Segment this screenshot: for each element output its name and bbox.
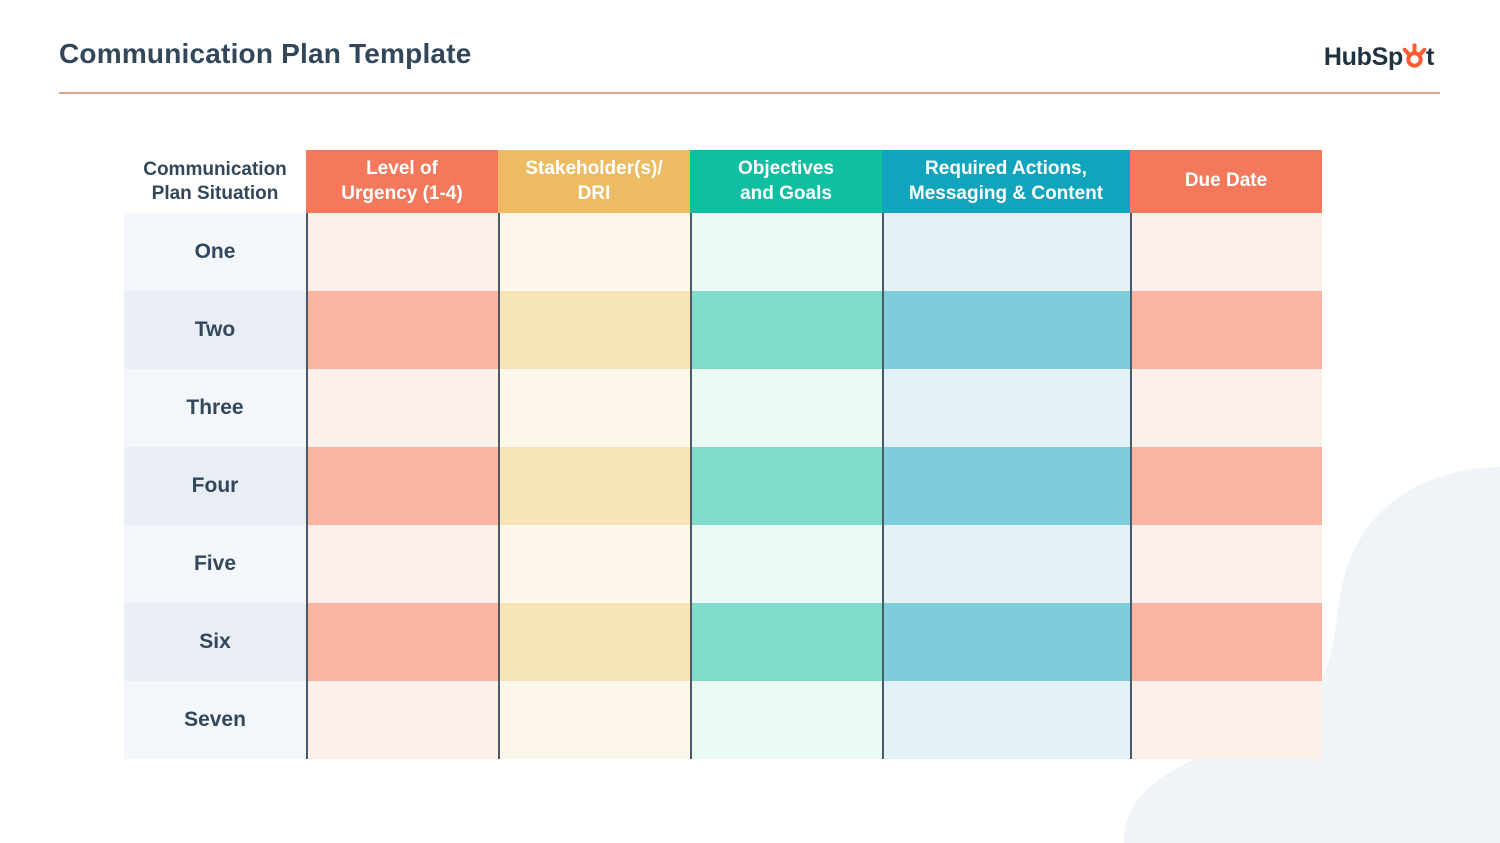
table-cell-actions-row-4[interactable] [882,447,1130,525]
table-cell-due-date-row-3[interactable] [1130,369,1322,447]
column-header-urgency: Level of Urgency (1-4) [306,150,498,213]
table-cell-stakeholder-row-3[interactable] [498,369,690,447]
table-cell-stakeholder-row-5[interactable] [498,525,690,603]
table-cell-actions-row-1[interactable] [882,213,1130,291]
table-cell-urgency-row-6[interactable] [306,603,498,681]
column-header-objectives: Objectives and Goals [690,150,882,213]
table-cell-actions-row-6[interactable] [882,603,1130,681]
table-cell-urgency-row-1[interactable] [306,213,498,291]
corner-header: Communication Plan Situation [143,158,287,204]
table-cell-due-date-row-4[interactable] [1130,447,1322,525]
table-cell-due-date-row-2[interactable] [1130,291,1322,369]
table-cell-due-date-row-1[interactable] [1130,213,1322,291]
row-label: Five [124,525,306,603]
table-row: Five [124,525,1322,603]
table-cell-urgency-row-2[interactable] [306,291,498,369]
table-cell-urgency-row-3[interactable] [306,369,498,447]
table-cell-stakeholder-row-4[interactable] [498,447,690,525]
table-body: One Two Three Four Five Six Seven [124,213,1322,759]
hubspot-sprocket-icon [1402,42,1427,68]
page-title: Communication Plan Template [59,38,472,69]
logo-text-suffix: t [1425,42,1434,71]
table-cell-stakeholder-row-6[interactable] [498,603,690,681]
table-cell-stakeholder-row-1[interactable] [498,213,690,291]
column-header-due-date: Due Date [1130,150,1322,213]
table-row: Seven [124,681,1322,759]
table-cell-due-date-row-6[interactable] [1130,603,1322,681]
table-row: One [124,213,1322,291]
row-label: One [124,213,306,291]
table-cell-stakeholder-row-7[interactable] [498,681,690,759]
table-cell-urgency-row-5[interactable] [306,525,498,603]
table-cell-actions-row-3[interactable] [882,369,1130,447]
row-label: Four [124,447,306,525]
communication-plan-table: Communication Plan Situation Level of Ur… [124,150,1322,759]
table-cell-urgency-row-4[interactable] [306,447,498,525]
row-label: Three [124,369,306,447]
table-cell-stakeholder-row-2[interactable] [498,291,690,369]
table-cell-actions-row-7[interactable] [882,681,1130,759]
row-label: Six [124,603,306,681]
table-cell-actions-row-2[interactable] [882,291,1130,369]
table-header-row: Communication Plan Situation Level of Ur… [124,150,1322,213]
table-cell-urgency-row-7[interactable] [306,681,498,759]
table-cell-due-date-row-5[interactable] [1130,525,1322,603]
table-row: Six [124,603,1322,681]
table-row: Two [124,291,1322,369]
table-cell-objectives-row-1[interactable] [690,213,882,291]
table-cell-objectives-row-3[interactable] [690,369,882,447]
column-header-actions: Required Actions, Messaging & Content [882,150,1130,213]
table-cell-objectives-row-5[interactable] [690,525,882,603]
table-cell-actions-row-5[interactable] [882,525,1130,603]
table-cell-objectives-row-6[interactable] [690,603,882,681]
title-divider [59,92,1440,94]
table-cell-objectives-row-7[interactable] [690,681,882,759]
table-cell-objectives-row-2[interactable] [690,291,882,369]
table-cell-objectives-row-4[interactable] [690,447,882,525]
row-label: Seven [124,681,306,759]
column-header-stakeholder: Stakeholder(s)/ DRI [498,150,690,213]
hubspot-logo: HubSp t [1324,42,1434,72]
row-label: Two [124,291,306,369]
table-row: Three [124,369,1322,447]
table-cell-due-date-row-7[interactable] [1130,681,1322,759]
table-row: Four [124,447,1322,525]
logo-text-prefix: HubSp [1323,42,1403,71]
